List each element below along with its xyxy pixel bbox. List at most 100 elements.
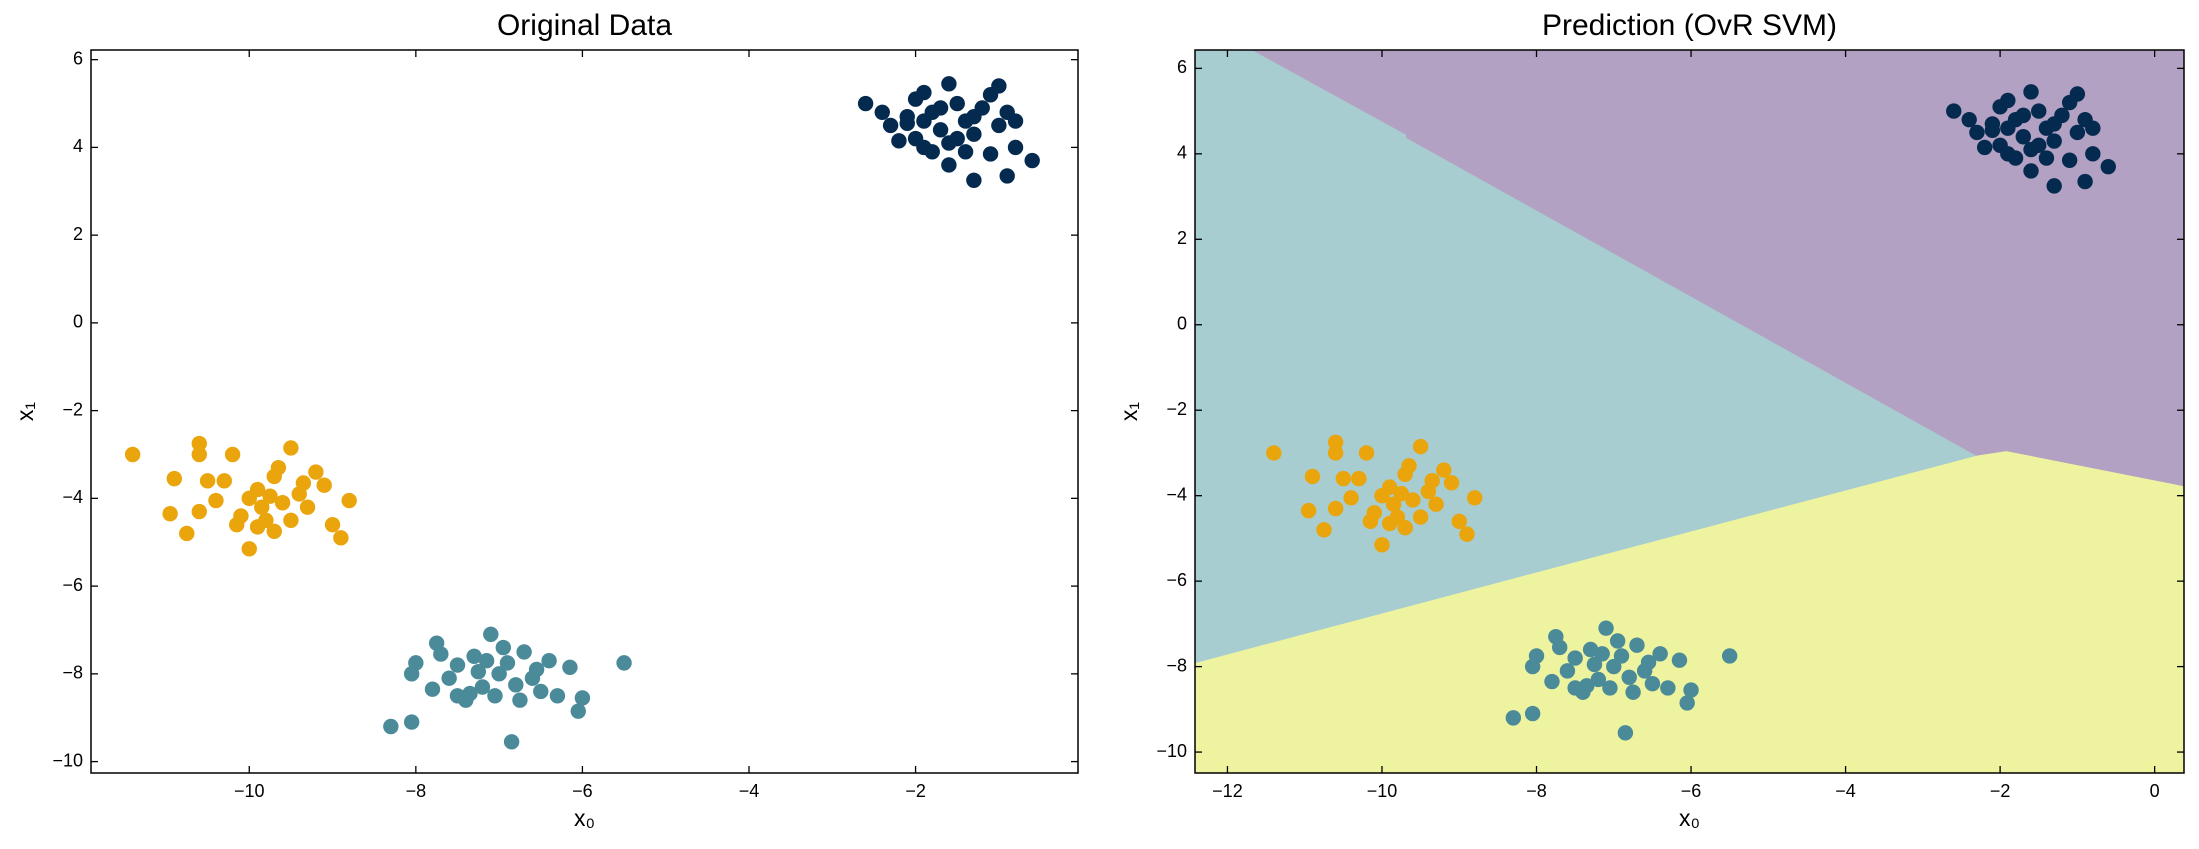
y-tick-label: 0 xyxy=(1177,314,1187,334)
data-point xyxy=(224,446,241,463)
data-point xyxy=(1524,658,1541,675)
data-point xyxy=(2000,120,2016,136)
data-point xyxy=(2015,129,2031,145)
data-point xyxy=(1602,680,1618,696)
x-tick-label: −8 xyxy=(406,781,427,801)
data-point xyxy=(191,435,207,452)
data-point xyxy=(162,506,178,522)
data-point xyxy=(2077,173,2093,190)
x-tick-label: −6 xyxy=(1681,781,1702,801)
data-point xyxy=(1567,650,1583,666)
data-point xyxy=(1358,445,1375,461)
y-tick-label: 4 xyxy=(1177,143,1187,163)
y-tick-label: 0 xyxy=(73,312,83,332)
data-point xyxy=(1024,152,1040,169)
data-point xyxy=(2085,146,2101,162)
data-point xyxy=(999,168,1015,184)
plot-area xyxy=(124,76,1040,750)
data-point xyxy=(941,135,957,151)
data-point xyxy=(1721,648,1738,664)
data-point xyxy=(1362,513,1379,530)
x-axis-label: x₀ xyxy=(1679,805,1700,831)
data-point xyxy=(241,541,257,557)
data-point xyxy=(462,685,478,702)
data-point xyxy=(483,626,499,643)
x-tick-label: −6 xyxy=(572,781,593,801)
data-point xyxy=(1992,99,2008,115)
data-point xyxy=(957,144,974,160)
data-point xyxy=(478,652,495,669)
data-point xyxy=(316,477,332,493)
data-point xyxy=(2038,150,2055,166)
y-tick-label: 6 xyxy=(73,48,83,68)
data-point xyxy=(1683,682,1699,698)
data-point xyxy=(874,104,890,120)
data-point xyxy=(1007,139,1024,156)
data-point xyxy=(299,499,316,515)
data-point xyxy=(1451,513,1467,530)
data-point xyxy=(562,659,578,675)
data-point xyxy=(1617,725,1634,741)
y-tick-label: 4 xyxy=(73,136,83,156)
data-point xyxy=(2061,152,2078,168)
y-tick-label: −6 xyxy=(62,575,83,595)
y-tick-label: −10 xyxy=(52,750,83,770)
data-point xyxy=(1640,654,1657,671)
data-point xyxy=(574,690,591,706)
x-axis-label: x₀ xyxy=(574,805,595,831)
data-point xyxy=(907,130,924,147)
data-point xyxy=(424,681,441,697)
data-point xyxy=(2015,107,2031,124)
data-point xyxy=(308,464,324,480)
data-point xyxy=(124,446,141,463)
data-point xyxy=(1467,490,1483,506)
data-point xyxy=(1524,705,1541,722)
data-point xyxy=(324,516,341,533)
data-point xyxy=(470,663,487,680)
data-point xyxy=(1606,658,1622,675)
data-point xyxy=(216,473,232,489)
data-point xyxy=(1382,515,1398,532)
data-point xyxy=(1961,111,1977,128)
data-point xyxy=(2069,124,2086,141)
data-point xyxy=(2023,163,2039,179)
data-point xyxy=(2061,94,2078,111)
data-point xyxy=(1652,646,1668,662)
data-point xyxy=(1007,113,1024,129)
y-tick-label: −6 xyxy=(1166,570,1187,590)
data-point xyxy=(179,525,195,542)
data-point xyxy=(941,76,957,92)
data-point xyxy=(449,657,466,673)
data-point xyxy=(949,95,965,112)
data-point xyxy=(1443,475,1460,491)
data-point xyxy=(1559,663,1576,679)
y-tick-label: 2 xyxy=(1177,228,1187,248)
data-point xyxy=(549,688,566,704)
data-point xyxy=(499,655,516,671)
data-point xyxy=(1629,637,1645,653)
data-point xyxy=(1436,462,1452,478)
axes-frame xyxy=(1194,49,2185,774)
data-point xyxy=(932,100,949,116)
data-point xyxy=(2007,150,2024,166)
data-point xyxy=(512,692,528,708)
data-point xyxy=(199,473,216,489)
data-point xyxy=(924,144,940,160)
data-point xyxy=(1582,641,1599,658)
y-tick-label: −8 xyxy=(62,663,83,683)
data-point xyxy=(249,519,266,535)
y-tick-label: 2 xyxy=(73,224,83,244)
x-tick-label: 0 xyxy=(2150,781,2160,801)
data-point xyxy=(1327,434,1344,450)
data-point xyxy=(1594,646,1610,662)
data-point xyxy=(208,492,224,509)
chart-title: Prediction (OvR SVM) xyxy=(1542,9,1837,42)
data-point xyxy=(857,95,874,112)
data-point xyxy=(1385,496,1402,512)
data-point xyxy=(495,639,511,656)
data-point xyxy=(1621,669,1637,685)
data-point xyxy=(1946,103,1962,119)
data-point xyxy=(570,703,586,719)
x-tick-label: −2 xyxy=(1990,781,2011,801)
data-point xyxy=(2085,120,2101,136)
